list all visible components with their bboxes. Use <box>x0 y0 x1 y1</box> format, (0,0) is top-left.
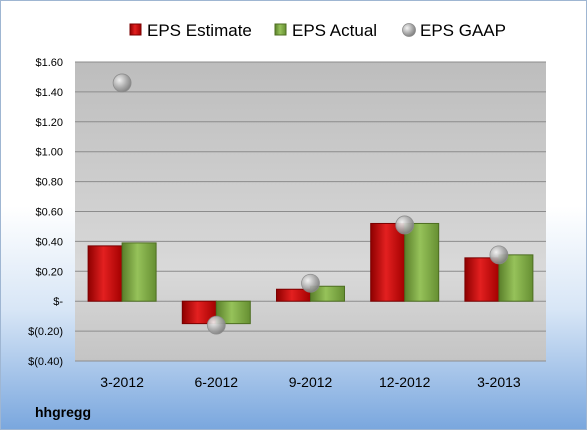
x-category-label: 6-2012 <box>195 374 239 390</box>
y-tick-label: $(0.40) <box>28 356 63 368</box>
y-tick-label: $0.60 <box>35 207 63 219</box>
y-tick-label: $1.20 <box>35 117 63 129</box>
legend-eps-actual-swatch <box>274 23 287 36</box>
x-category-label: 12-2012 <box>379 374 431 390</box>
point-eps-gaap <box>489 245 509 265</box>
x-category-label: 3-2012 <box>100 374 144 390</box>
legend-eps-gaap-swatch <box>402 23 416 37</box>
legend-eps-actual-label: EPS Actual <box>292 21 377 40</box>
bar-eps-actual <box>404 222 440 302</box>
y-tick-label: $(0.20) <box>28 326 63 338</box>
y-tick-label: $1.00 <box>35 147 63 159</box>
point-eps-gaap <box>395 215 415 235</box>
bar-eps-actual <box>310 285 345 302</box>
y-tick-label: $1.60 <box>35 57 63 69</box>
point-eps-gaap <box>206 315 226 335</box>
y-tick-label: $0.40 <box>35 236 63 248</box>
legend-eps-estimate-swatch <box>129 23 142 36</box>
x-category-label: 9-2012 <box>289 374 333 390</box>
bar-eps-estimate <box>464 257 500 302</box>
legend-eps-gaap-label: EPS GAAP <box>420 21 506 40</box>
y-tick-label: $0.20 <box>35 266 63 278</box>
legend-eps-estimate-label: EPS Estimate <box>147 21 252 40</box>
bar-eps-actual <box>215 300 251 325</box>
bar-eps-actual <box>121 242 157 302</box>
point-eps-gaap <box>301 273 320 293</box>
y-tick-label: $0.80 <box>35 177 63 189</box>
y-tick-label: $1.40 <box>35 87 63 99</box>
company-label: hhgregg <box>35 404 91 420</box>
bar-eps-estimate <box>370 222 406 302</box>
y-tick-label: $- <box>53 296 63 308</box>
x-category-label: 3-2013 <box>477 374 521 390</box>
bar-eps-actual <box>498 254 534 302</box>
point-eps-gaap <box>112 73 132 93</box>
bar-eps-estimate <box>87 245 123 302</box>
